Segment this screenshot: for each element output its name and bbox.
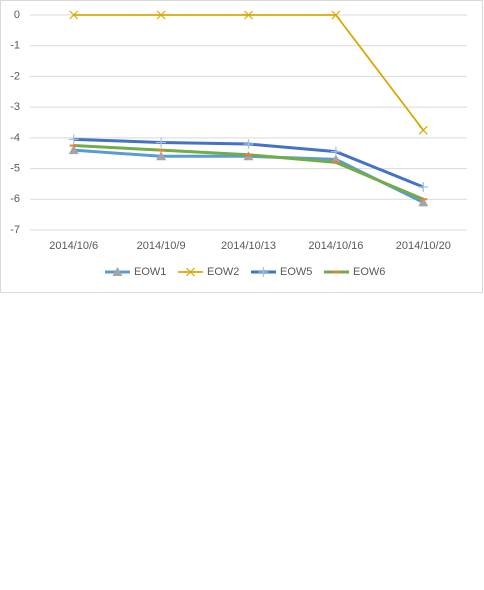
x-tick-label: 2014/10/6 [49,240,98,252]
legend-label: EOW2 [207,266,239,278]
y-tick-label: -4 [10,132,20,144]
legend-label: EOW6 [353,266,385,278]
x-tick-label: 2014/10/9 [137,240,186,252]
legend-marker [258,267,269,277]
y-tick-label: 0 [14,9,20,21]
legend-marker [186,267,195,277]
y-tick-label: -6 [10,193,20,205]
marker [331,10,341,20]
marker [156,151,167,161]
marker [156,10,166,20]
marker [68,145,79,155]
marker [330,146,341,157]
y-tick-label: -5 [10,162,20,174]
x-tick-label: 2014/10/13 [221,240,276,252]
marker [418,182,429,192]
marker [69,10,79,20]
legend-label: EOW1 [134,266,166,278]
x-tick-label: 2014/10/16 [308,240,363,252]
legend-label: EOW5 [280,266,312,278]
y-tick-label: -2 [10,70,20,82]
marker [244,10,253,20]
y-tick-label: -1 [10,40,20,52]
y-tick-label: -3 [10,101,20,113]
y-tick-label: -7 [10,224,20,236]
marker [243,139,254,149]
legend-marker [112,267,123,276]
marker [418,125,428,135]
marker [68,134,79,145]
marker [156,137,167,148]
x-tick-label: 2014/10/20 [396,240,451,252]
marker [418,197,429,207]
